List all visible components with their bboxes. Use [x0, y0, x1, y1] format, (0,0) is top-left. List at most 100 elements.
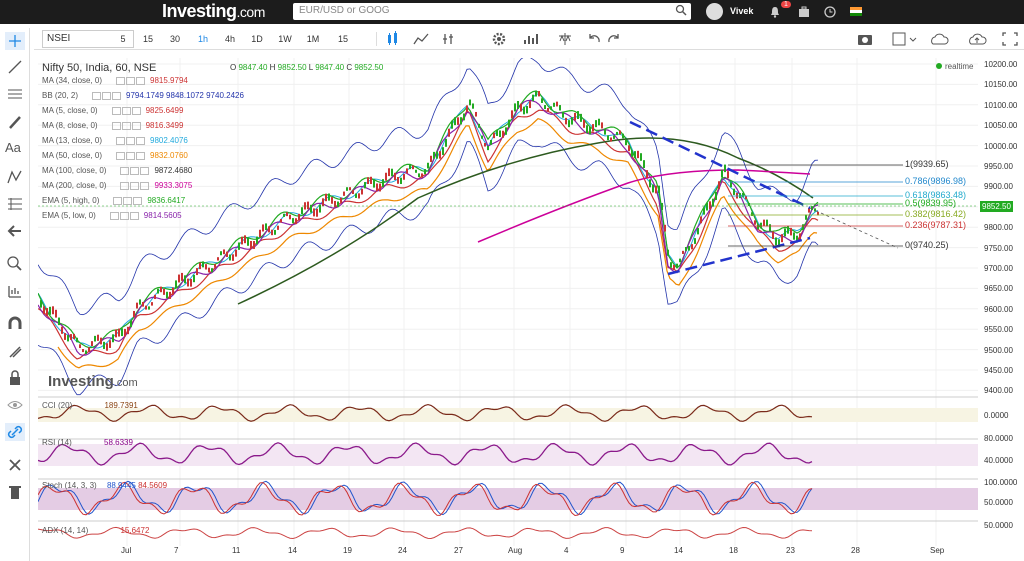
- candle: [292, 218, 294, 224]
- templates-icon[interactable]: [556, 30, 574, 48]
- indicators-icon[interactable]: [522, 30, 542, 48]
- cci-panel-title: CCI (20) 189.7391: [42, 401, 138, 410]
- price-tick: 9700.00: [984, 264, 1013, 273]
- candle: [277, 225, 279, 230]
- price-tick: 9950.00: [984, 162, 1013, 171]
- fibonacci-icon[interactable]: [5, 195, 25, 213]
- realtime-indicator: realtime: [936, 62, 973, 71]
- indicator-legend-item[interactable]: MA (13, close, 0) 9802.4076: [42, 136, 188, 145]
- candle: [571, 117, 573, 125]
- stoch-panel-title: Stoch (14, 3, 3) 88.9445 84.5609: [42, 481, 168, 490]
- candle: [793, 232, 795, 240]
- investing-logo[interactable]: Investing.com: [162, 1, 265, 21]
- candle: [508, 119, 510, 128]
- candle: [439, 151, 441, 159]
- interval-4h[interactable]: 4h: [224, 34, 235, 44]
- cloud-upload-icon[interactable]: [966, 30, 996, 48]
- candle: [640, 153, 642, 161]
- candle: [97, 334, 99, 341]
- trendline-icon[interactable]: [5, 58, 25, 76]
- indicator-legend-item[interactable]: MA (50, close, 0) 9832.0760: [42, 151, 188, 160]
- candle: [328, 193, 330, 201]
- fib-level-label: 1(9939.65): [905, 159, 949, 169]
- candle: [181, 272, 183, 281]
- candle: [298, 213, 300, 221]
- candle: [460, 117, 462, 125]
- candles-icon[interactable]: [384, 30, 402, 48]
- candle: [697, 228, 699, 235]
- eye-icon[interactable]: [5, 396, 25, 414]
- search-input[interactable]: EUR/USD or GOOG: [293, 3, 691, 20]
- measure-icon[interactable]: [5, 282, 25, 300]
- text-tool-icon[interactable]: Aa: [5, 140, 21, 155]
- tools-icon[interactable]: [5, 456, 25, 474]
- price-chart[interactable]: [38, 58, 978, 548]
- compare-icon[interactable]: [440, 30, 458, 48]
- indicator-legend-item[interactable]: EMA (5, high, 0) 9836.6417: [42, 196, 185, 205]
- interval-5m[interactable]: 5: [120, 34, 126, 44]
- date-tick: 14: [674, 546, 683, 555]
- search-icon[interactable]: [675, 4, 687, 16]
- indicator-legend-item[interactable]: MA (100, close, 0) 9872.4680: [42, 166, 192, 175]
- interval-30m[interactable]: 30: [169, 34, 180, 44]
- interval-custom[interactable]: 15: [337, 34, 348, 44]
- candle: [535, 90, 537, 97]
- indicator-label: MA (5, close, 0): [42, 106, 98, 115]
- indicator-legend-item[interactable]: MA (8, close, 0) 9816.3499: [42, 121, 183, 130]
- indicator-legend-item[interactable]: MA (200, close, 0) 9933.3075: [42, 181, 192, 190]
- candle: [487, 145, 489, 151]
- layout-icon[interactable]: [890, 30, 920, 48]
- back-arrow-icon[interactable]: [5, 222, 25, 240]
- candle: [688, 246, 690, 251]
- fib-level-label: 0.382(9816.42): [905, 209, 967, 219]
- undo-icon[interactable]: [586, 30, 602, 48]
- price-tick: 9650.00: [984, 284, 1013, 294]
- candle: [466, 105, 468, 112]
- horizontal-lines-icon[interactable]: [5, 85, 25, 103]
- indicator-legend-item[interactable]: BB (20, 2) 9794.1749 9848.1072 9740.2426: [42, 91, 244, 100]
- camera-icon[interactable]: [856, 30, 874, 48]
- price-tick: 10050.00: [984, 121, 1018, 131]
- lock-icon[interactable]: [5, 369, 25, 387]
- clock-icon[interactable]: [823, 5, 837, 19]
- interval-1m[interactable]: 1M: [306, 34, 320, 44]
- redo-icon[interactable]: [606, 30, 622, 48]
- link-icon[interactable]: [5, 423, 25, 441]
- candle: [544, 105, 546, 110]
- indicator-legend-item[interactable]: MA (5, close, 0) 9825.6499: [42, 106, 183, 115]
- interval-1w[interactable]: 1W: [278, 34, 292, 44]
- candle: [73, 333, 75, 340]
- bell-icon[interactable]: [768, 5, 782, 19]
- settings-gear-icon[interactable]: [490, 30, 508, 48]
- magnet-icon[interactable]: [5, 315, 25, 333]
- candle: [556, 101, 558, 107]
- price-tick: 9750.00: [984, 243, 1013, 253]
- symbol-input[interactable]: NSEI: [42, 30, 134, 48]
- pattern-icon[interactable]: [5, 168, 25, 186]
- interval-15m[interactable]: 15: [142, 34, 153, 44]
- brush-icon[interactable]: [5, 113, 25, 131]
- indicator-legend-item[interactable]: EMA (5, low, 0) 9814.5605: [42, 211, 182, 220]
- area-chart-icon[interactable]: [412, 30, 430, 48]
- indicator-value: 9872.4680: [154, 166, 193, 175]
- cloud-save-icon[interactable]: [928, 30, 958, 48]
- candle: [394, 172, 396, 181]
- crosshair-icon[interactable]: [5, 32, 25, 50]
- date-tick: 23: [786, 546, 795, 555]
- stay-drawing-icon[interactable]: [5, 342, 25, 360]
- indicator-legend-item[interactable]: MA (34, close, 0) 9815.9794: [42, 76, 188, 85]
- candle: [721, 169, 723, 178]
- zoom-icon[interactable]: [5, 254, 25, 272]
- indicator-label: MA (100, close, 0): [42, 166, 107, 175]
- candle: [121, 328, 123, 337]
- fullscreen-icon[interactable]: [1000, 30, 1020, 48]
- price-axis[interactable]: 10200.00 10150.00 10100.00 10050.00 10000.00…: [978, 58, 1024, 548]
- avatar[interactable]: [706, 3, 723, 20]
- candle: [352, 190, 354, 195]
- trash-icon[interactable]: [5, 483, 25, 501]
- india-flag-icon[interactable]: [850, 7, 862, 16]
- portfolio-icon[interactable]: [797, 5, 811, 19]
- interval-1h[interactable]: 1h: [197, 34, 208, 44]
- username[interactable]: Vivek: [730, 6, 754, 16]
- interval-1d[interactable]: 1D: [251, 34, 263, 44]
